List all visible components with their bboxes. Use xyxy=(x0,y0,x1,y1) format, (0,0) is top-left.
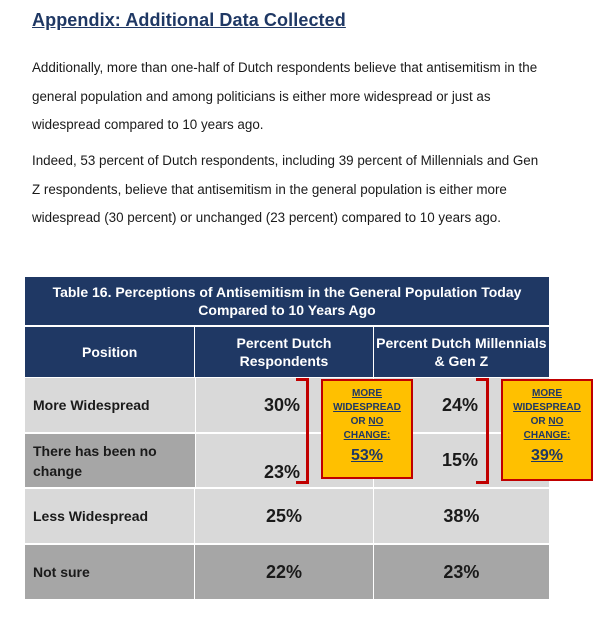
table-header-row: Position Percent Dutch Respondents Perce… xyxy=(25,327,549,377)
table-row: Not sure 22% 23% xyxy=(25,543,549,599)
dutch-value: 22% xyxy=(194,545,373,599)
table-row: More Widespread 30% 24% xyxy=(25,377,549,432)
callout-line3: OR NO xyxy=(530,416,564,427)
callout-line4: CHANGE: xyxy=(523,430,571,441)
row-label: Less Widespread xyxy=(25,489,195,543)
data-table: Table 16. Perceptions of Antisemitism in… xyxy=(25,277,549,599)
callout-genz: MORE WIDESPREAD OR NO CHANGE: 39% xyxy=(501,379,593,481)
gen-value: 38% xyxy=(372,489,549,543)
header-position: Position xyxy=(82,344,138,360)
bracket-genz xyxy=(476,378,489,484)
gen-value: 23% xyxy=(372,545,549,599)
callout-line4: CHANGE: xyxy=(343,430,391,441)
callout-line1: MORE xyxy=(352,388,382,399)
row-label: Not sure xyxy=(25,545,195,599)
callout-line1: MORE xyxy=(532,388,562,399)
row-label: There has been no change xyxy=(25,434,195,487)
callout-line3: OR NO xyxy=(350,416,384,427)
callout-dutch: MORE WIDESPREAD OR NO CHANGE: 53% xyxy=(321,379,413,479)
row-label: More Widespread xyxy=(25,378,195,432)
paragraph-2: Indeed, 53 percent of Dutch respondents,… xyxy=(32,153,539,225)
header-millennials-genz: Percent Dutch Millennials & Gen Z xyxy=(372,327,549,377)
table-row: There has been no change 23% 15% xyxy=(25,432,549,487)
callout-value: 53% xyxy=(350,447,384,464)
table-title: Table 16. Perceptions of Antisemitism in… xyxy=(25,277,549,327)
callout-line2: WIDESPREAD xyxy=(513,402,581,413)
header-dutch-respondents: Percent Dutch Respondents xyxy=(194,327,372,377)
page-heading: Appendix: Additional Data Collected xyxy=(32,10,346,30)
callout-line2: WIDESPREAD xyxy=(333,402,401,413)
dutch-value: 25% xyxy=(194,489,373,543)
bracket-dutch xyxy=(296,378,309,484)
paragraph-1: Additionally, more than one-half of Dutc… xyxy=(32,60,538,132)
callout-value: 39% xyxy=(530,447,564,464)
table-row: Less Widespread 25% 38% xyxy=(25,487,549,543)
